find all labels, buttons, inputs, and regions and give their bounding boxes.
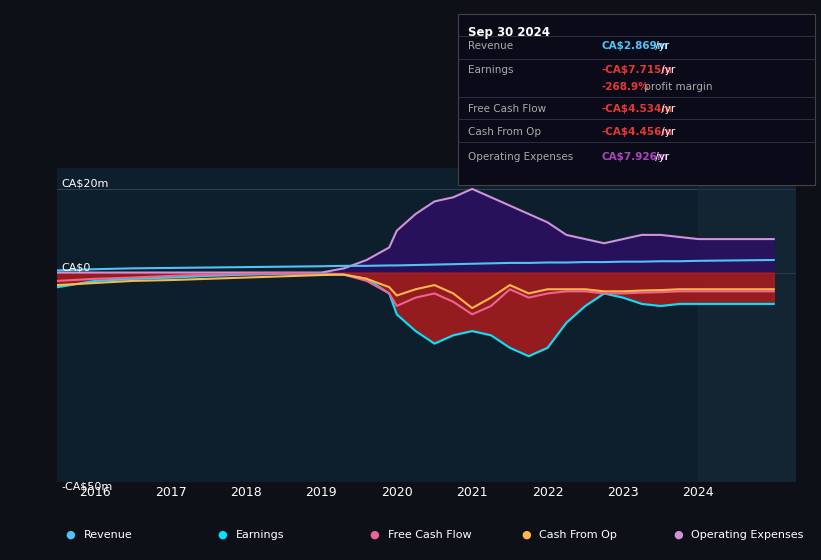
Text: -CA$50m: -CA$50m <box>62 482 112 492</box>
Text: ●: ● <box>369 530 379 540</box>
Text: -CA$7.715m: -CA$7.715m <box>602 65 673 75</box>
Text: -CA$4.534m: -CA$4.534m <box>602 104 673 114</box>
Text: ●: ● <box>218 530 227 540</box>
Text: -268.9%: -268.9% <box>602 82 649 92</box>
Text: /yr: /yr <box>652 41 669 52</box>
Text: Operating Expenses: Operating Expenses <box>691 530 804 540</box>
Text: CA$7.926m: CA$7.926m <box>602 152 668 162</box>
Text: Cash From Op: Cash From Op <box>539 530 617 540</box>
Text: /yr: /yr <box>658 65 675 75</box>
Text: Revenue: Revenue <box>84 530 132 540</box>
Text: Earnings: Earnings <box>468 65 513 75</box>
Text: /yr: /yr <box>658 104 675 114</box>
Text: /yr: /yr <box>652 152 669 162</box>
Text: -CA$4.456m: -CA$4.456m <box>602 127 673 137</box>
Text: CA$0: CA$0 <box>62 263 90 273</box>
Text: Operating Expenses: Operating Expenses <box>468 152 573 162</box>
Text: CA$20m: CA$20m <box>62 179 108 189</box>
Text: ●: ● <box>673 530 683 540</box>
Text: Free Cash Flow: Free Cash Flow <box>388 530 471 540</box>
Text: CA$2.869m: CA$2.869m <box>602 41 668 52</box>
Bar <box>699 168 796 482</box>
Text: Sep 30 2024: Sep 30 2024 <box>468 26 550 39</box>
Text: Cash From Op: Cash From Op <box>468 127 541 137</box>
Text: ●: ● <box>521 530 531 540</box>
Text: Revenue: Revenue <box>468 41 513 52</box>
Text: Free Cash Flow: Free Cash Flow <box>468 104 546 114</box>
Text: Earnings: Earnings <box>236 530 284 540</box>
Text: profit margin: profit margin <box>641 82 713 92</box>
Text: ●: ● <box>66 530 76 540</box>
Text: /yr: /yr <box>658 127 675 137</box>
